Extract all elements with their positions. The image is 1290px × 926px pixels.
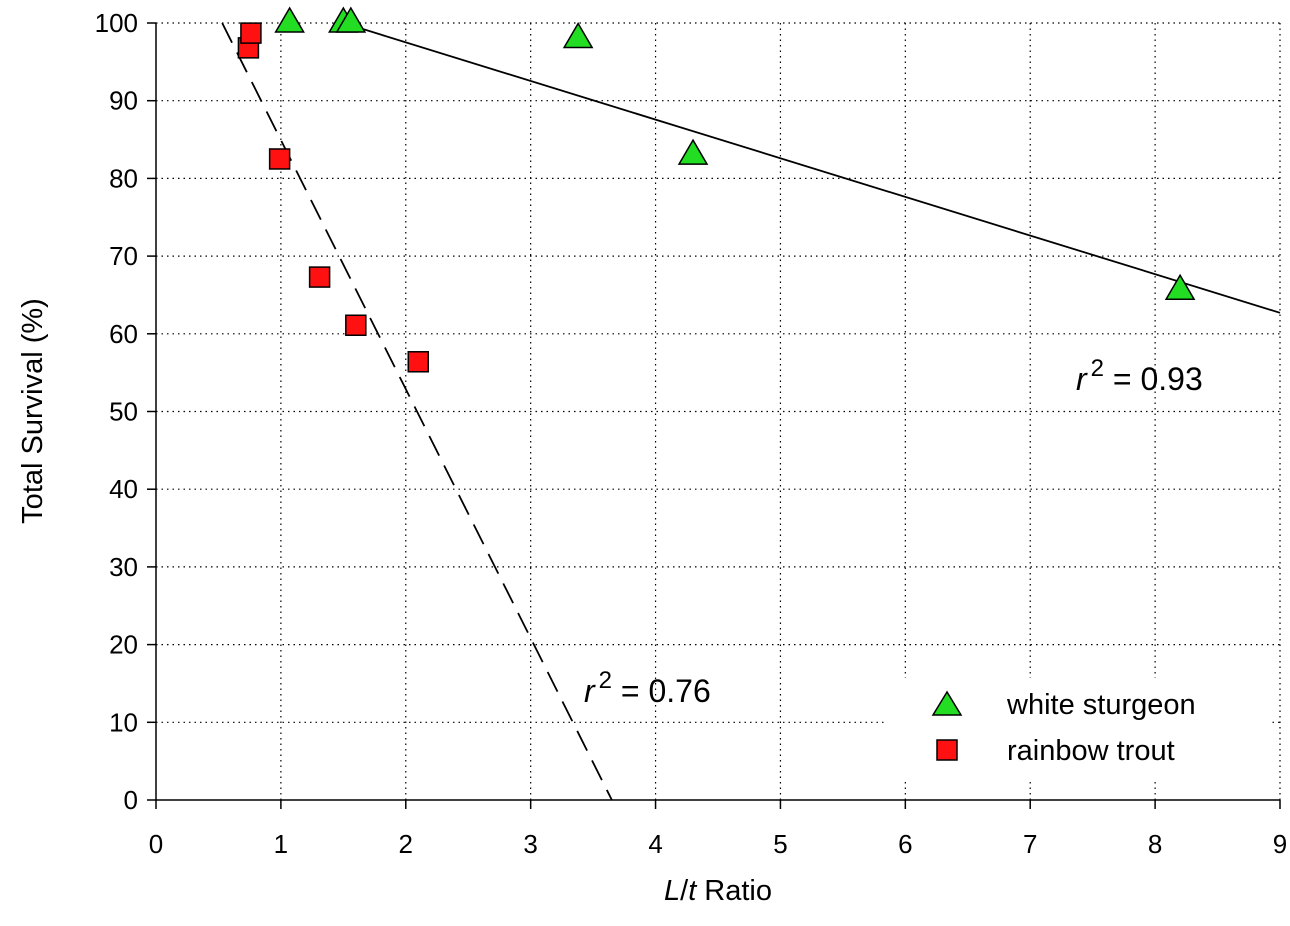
- y-tick-label-80: 80: [109, 163, 138, 193]
- x-axis-label-sep: /: [680, 875, 689, 907]
- y-tick-label-100: 100: [95, 8, 138, 38]
- x-tick-label-7: 7: [1023, 829, 1037, 859]
- legend-marker-white-sturgeon: [931, 690, 963, 716]
- legend-label-white-sturgeon: white sturgeon: [1006, 689, 1196, 721]
- x-tick-label-0: 0: [149, 829, 163, 859]
- sturgeon-r2-value: = 0.93: [1104, 361, 1203, 397]
- trout-r2-var: r: [584, 673, 596, 709]
- x-tick-label-4: 4: [648, 829, 662, 859]
- legend-label-rainbow-trout: rainbow trout: [1007, 735, 1175, 767]
- sturgeon-r2-var: r: [1076, 361, 1088, 397]
- y-tick-label-10: 10: [109, 707, 138, 737]
- x-tick-label-3: 3: [523, 829, 537, 859]
- point-series-0-2: [335, 6, 367, 33]
- point-series-0-3: [562, 22, 594, 49]
- trendline-series-0: [343, 22, 1281, 314]
- x-axis-label-rest: Ratio: [696, 875, 772, 907]
- sturgeon-r2-sup: 2: [1091, 355, 1104, 382]
- y-tick-label-20: 20: [109, 630, 138, 660]
- y-axis-label: Total Survival (%): [17, 298, 49, 524]
- point-series-1-5: [407, 351, 430, 373]
- x-axis-label-var: L: [664, 875, 680, 907]
- x-tick-label-1: 1: [274, 829, 288, 859]
- point-series-1-1: [240, 22, 262, 44]
- point-series-1-3: [308, 266, 331, 288]
- point-series-1-2: [268, 148, 291, 170]
- legend: white sturgeon rainbow trout: [885, 678, 1270, 778]
- y-tick-label-50: 50: [109, 397, 138, 427]
- x-axis-label: L/t Ratio: [664, 875, 772, 907]
- x-tick-label-5: 5: [773, 829, 787, 859]
- x-tick-label-8: 8: [1148, 829, 1162, 859]
- y-tick-label-70: 70: [109, 241, 138, 271]
- x-tick-label-6: 6: [898, 829, 912, 859]
- point-series-0-4: [677, 138, 709, 165]
- point-series-0-0: [274, 6, 305, 33]
- point-series-1-4: [345, 314, 367, 337]
- point-series-0-5: [1164, 273, 1196, 301]
- x-axis-label-var2: t: [688, 875, 698, 907]
- trout-r2-value: = 0.76: [612, 673, 711, 709]
- y-tick-label-90: 90: [109, 86, 138, 116]
- trout-r2-sup: 2: [599, 667, 612, 694]
- y-tick-label-30: 30: [109, 552, 138, 582]
- y-tick-label-0: 0: [124, 785, 138, 815]
- axes: [147, 22, 1281, 809]
- y-tick-label-60: 60: [109, 319, 138, 349]
- x-tick-label-2: 2: [399, 829, 413, 859]
- data-markers: [237, 6, 1196, 373]
- x-tick-label-9: 9: [1273, 829, 1287, 859]
- y-tick-label-40: 40: [109, 474, 138, 504]
- legend-marker-rainbow-trout: [936, 739, 958, 761]
